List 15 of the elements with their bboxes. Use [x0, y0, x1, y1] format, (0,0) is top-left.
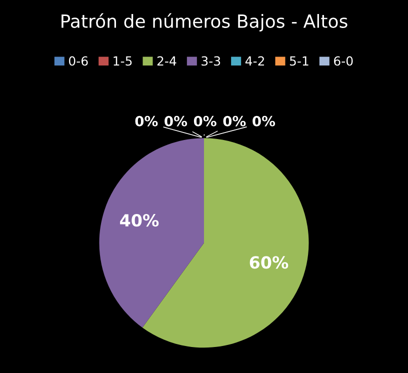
- legend-label: 4-2: [245, 56, 264, 66]
- legend-label: 5-1: [290, 56, 308, 66]
- text: 0%: [135, 116, 158, 126]
- legend-label: 1-5: [114, 56, 132, 66]
- text: 0%: [164, 116, 188, 126]
- legend-label: 0-6: [68, 56, 88, 66]
- data-label: 40%: [120, 214, 159, 227]
- text: 0%: [252, 116, 276, 126]
- data-label: 60%: [250, 256, 288, 269]
- legend-label: 3-3: [202, 56, 220, 66]
- text: 0%: [223, 116, 246, 126]
- legend-label: 2-4: [157, 56, 176, 66]
- legend-label: 6-0: [334, 56, 353, 66]
- chart-title: Patrón de números Bajos - Altos: [62, 13, 348, 32]
- text: 0%: [194, 116, 216, 126]
